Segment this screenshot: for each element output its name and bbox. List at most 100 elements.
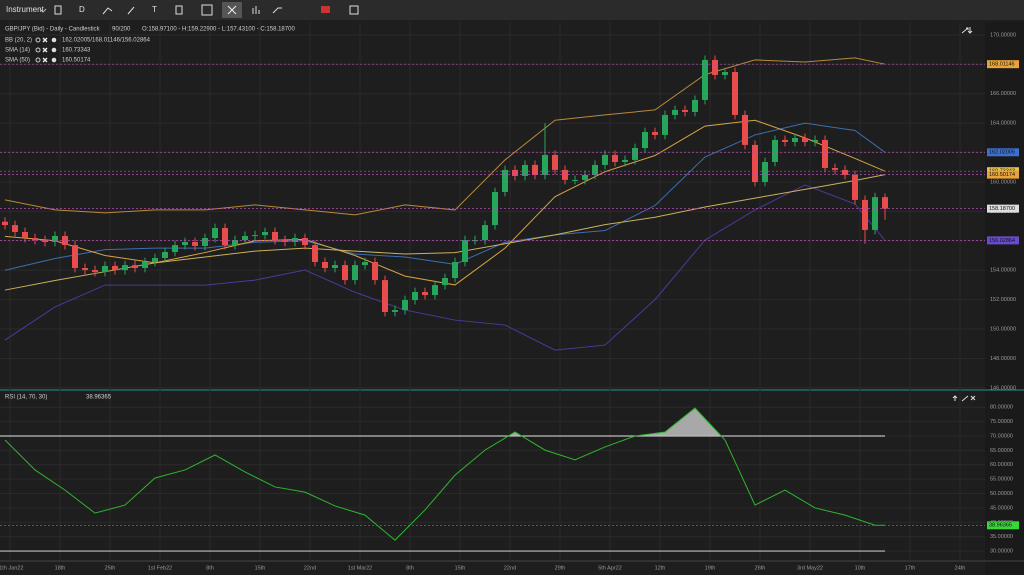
candle-body xyxy=(302,238,308,246)
candle-body xyxy=(502,169,508,192)
settings-icon[interactable] xyxy=(51,57,57,63)
candle-body xyxy=(552,154,558,170)
pen-icon[interactable] xyxy=(127,6,135,15)
chart-type-icon[interactable] xyxy=(54,5,62,15)
y-tick-label: 148.00000 xyxy=(990,356,1016,362)
settings-icon[interactable] xyxy=(51,47,57,53)
settings-icon[interactable] xyxy=(51,37,57,43)
candle-body xyxy=(52,235,58,242)
candle-body xyxy=(812,139,818,142)
x-tick-label: 22nd xyxy=(304,565,316,571)
rsi-expand-icon[interactable] xyxy=(961,395,969,402)
x-tick-label: 1st Mar22 xyxy=(348,565,372,571)
text-icon[interactable]: T xyxy=(152,5,157,14)
candle-body xyxy=(212,228,218,239)
period-menu[interactable]: D xyxy=(79,5,85,14)
remove-icon[interactable] xyxy=(42,47,48,53)
candle-body xyxy=(32,238,38,241)
candle-body xyxy=(122,265,128,271)
move-up-icon[interactable] xyxy=(952,395,958,401)
remove-icon[interactable] xyxy=(42,37,48,43)
candle-body xyxy=(852,174,858,200)
y-tick-label: 55.00000 xyxy=(990,477,1013,483)
price-tag-label: 160.50174 xyxy=(989,172,1015,178)
candle-body xyxy=(782,139,788,142)
candle-body xyxy=(182,241,188,246)
candle-body xyxy=(382,280,388,312)
candle-body xyxy=(392,310,398,312)
candle-body xyxy=(512,169,518,176)
candle-body xyxy=(602,154,608,165)
x-tick-label: 26th xyxy=(755,565,766,571)
overbought-area xyxy=(508,408,722,437)
x-tick-label: 15th xyxy=(255,565,266,571)
candle-body xyxy=(582,174,588,180)
remove-icon[interactable] xyxy=(42,57,48,63)
candle-body xyxy=(842,169,848,175)
x-tick-label: 3rd May22 xyxy=(797,565,823,571)
crosshair-icon xyxy=(227,5,237,15)
candle-body xyxy=(872,197,878,230)
draw-icon[interactable] xyxy=(102,7,113,15)
toolbar xyxy=(0,0,1024,20)
candle-body xyxy=(322,261,328,269)
candle-body xyxy=(142,261,148,269)
x-tick-label: 10th xyxy=(855,565,866,571)
move-down-icon[interactable] xyxy=(967,27,973,34)
candle-body xyxy=(492,191,498,226)
y-tick-label: 152.00000 xyxy=(990,297,1016,303)
x-tick-label: 18th xyxy=(55,565,66,571)
indicator-icon[interactable] xyxy=(252,6,260,14)
visibility-icon[interactable] xyxy=(35,47,41,53)
rsi-tag xyxy=(987,521,1019,530)
visibility-icon[interactable] xyxy=(35,57,41,63)
layout-icon[interactable] xyxy=(201,4,213,16)
candle-body xyxy=(632,148,638,160)
candle-body xyxy=(292,238,298,242)
rsi-close-icon[interactable] xyxy=(970,395,976,401)
candle-body xyxy=(522,164,528,176)
y-tick-label: 146.00000 xyxy=(990,385,1016,391)
candle-body xyxy=(82,268,88,271)
rsi-title: RSI (14, 70, 30) xyxy=(5,395,47,401)
candle-body xyxy=(712,59,718,75)
candle-body xyxy=(742,114,748,145)
x-tick-label: 11th Jan22 xyxy=(0,565,23,571)
candle-body xyxy=(612,154,618,162)
y-tick-label: 30.00000 xyxy=(990,549,1013,555)
window-icon[interactable] xyxy=(349,5,359,15)
expand-icon[interactable] xyxy=(961,27,969,34)
candle-body xyxy=(12,225,18,232)
legend-label: BB (20, 2) xyxy=(5,38,32,44)
candle-body xyxy=(542,154,548,175)
price-tag-label: 158.18700 xyxy=(989,206,1015,212)
candle-body xyxy=(532,164,538,175)
candle-body xyxy=(102,265,108,272)
candle-body xyxy=(622,159,628,162)
candle-body xyxy=(332,265,338,269)
y-tick-label: 60.00000 xyxy=(990,462,1013,468)
legend-value: 160.50174 xyxy=(62,58,91,64)
x-tick-label: 5th Apr22 xyxy=(598,565,622,571)
y-tick-label: 166.00000 xyxy=(990,91,1016,97)
y-tick-label: 170.00000 xyxy=(990,32,1016,38)
instrument-menu[interactable]: Instrument xyxy=(6,5,45,14)
candle-body xyxy=(422,291,428,296)
x-tick-label: 1st Feb22 xyxy=(148,565,172,571)
visibility-icon[interactable] xyxy=(35,37,41,43)
delete-icon[interactable] xyxy=(175,5,183,15)
y-tick-label: 164.00000 xyxy=(990,121,1016,127)
candle-body xyxy=(732,71,738,115)
indicator-line xyxy=(4,184,886,351)
y-tick-label: 75.00000 xyxy=(990,419,1013,425)
price-tag xyxy=(987,236,1019,245)
candle-body xyxy=(462,240,468,262)
candle-body xyxy=(262,231,268,236)
candle-body xyxy=(222,228,228,246)
flag-icon[interactable] xyxy=(321,6,330,13)
chart-title: GBP/JPY (Bid) - Daily - Candlestick xyxy=(5,27,101,33)
candle-body xyxy=(412,291,418,301)
y-tick-label: 35.00000 xyxy=(990,534,1013,540)
share-icon[interactable] xyxy=(272,7,282,14)
